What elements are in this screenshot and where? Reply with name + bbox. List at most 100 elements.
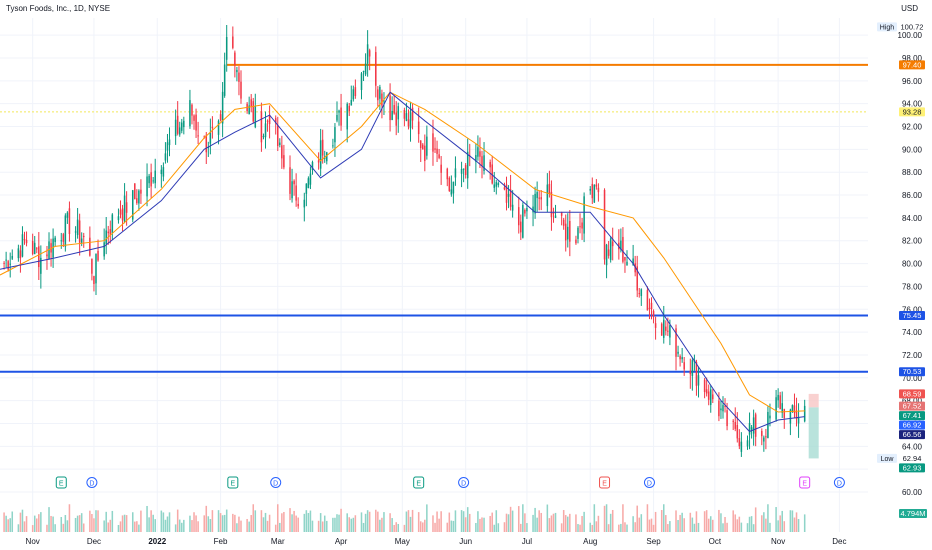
volume-bar (775, 507, 777, 532)
y-tick-label: 88.00 (902, 168, 923, 177)
volume-bar (340, 508, 342, 532)
volume-bar (60, 517, 63, 532)
candle-body (379, 86, 381, 99)
volume-bar (136, 521, 138, 532)
price-tag-label: 66.92 (903, 421, 922, 430)
candle-body (493, 184, 496, 188)
candle-body (546, 184, 549, 207)
candle-body (223, 64, 226, 96)
candle-body (125, 202, 128, 213)
candle-body (193, 115, 195, 121)
candle-body (777, 394, 779, 401)
volume-bar (164, 519, 167, 532)
volume-bar (679, 514, 681, 532)
volume-bar (793, 517, 796, 532)
candle-body (775, 397, 777, 420)
dividend-marker (833, 477, 845, 488)
volume-bar (276, 504, 279, 532)
price-tag (899, 367, 925, 377)
volume-bar (638, 517, 641, 532)
candle-body (622, 236, 624, 262)
volume-bar (360, 512, 363, 532)
candle-body (419, 140, 422, 149)
volume-bar (434, 522, 436, 532)
volume-bar (76, 515, 79, 532)
candle-body (303, 199, 306, 208)
candle-body (176, 115, 179, 134)
volume-bar (332, 517, 334, 532)
currency-label: USD (901, 4, 918, 13)
volume-bar (611, 509, 614, 532)
candle-body (297, 203, 299, 207)
candle-body (689, 370, 692, 375)
volume-bar (381, 517, 383, 532)
volume-bar (417, 512, 420, 532)
volume-bar (176, 509, 179, 532)
candle-body (732, 420, 734, 422)
volume-bar (503, 522, 506, 532)
volume-bar (736, 519, 739, 532)
volume-bar (162, 512, 165, 532)
candle-body (734, 422, 737, 429)
volume-bar (477, 511, 479, 532)
candle-body (291, 181, 293, 199)
candle-body (646, 290, 649, 311)
volume-bar (9, 518, 11, 532)
volume-bar (254, 510, 257, 532)
volume-bar (709, 516, 712, 532)
volume-bar (366, 510, 369, 532)
volume-bar (450, 520, 453, 532)
candle-body (123, 195, 126, 222)
volume-bar (409, 516, 412, 532)
volume-bar (19, 512, 22, 532)
volume-bar (532, 514, 534, 532)
candle-body (750, 427, 753, 430)
price-tag (899, 401, 925, 411)
volume-bar (562, 510, 565, 532)
volume-bar (391, 518, 393, 532)
volume-bar (497, 523, 500, 532)
candle-body (791, 405, 794, 412)
x-tick-label: Jul (522, 537, 532, 546)
price-tag-label: 68.59 (903, 389, 922, 398)
volume-bar (95, 510, 97, 532)
candle-body (19, 250, 22, 259)
volume-bar (35, 518, 38, 532)
volume-bar (103, 520, 105, 532)
volume-bar (197, 521, 199, 532)
volume-bar (140, 510, 142, 532)
volume-bar (722, 523, 724, 532)
candle-body (479, 151, 481, 157)
candle-body (620, 240, 622, 250)
candle-body (140, 189, 142, 194)
price-tag-label: 93.28 (903, 107, 922, 116)
volume-bar (640, 514, 643, 532)
x-tick-label: Oct (709, 537, 722, 546)
volume-bar (291, 514, 293, 532)
volume-bar (38, 514, 40, 532)
volume-bar (738, 516, 741, 532)
candle-body (205, 134, 208, 153)
candle-body (450, 189, 453, 195)
candle-body (95, 253, 97, 284)
candle-body (562, 219, 565, 226)
volume-bar (466, 507, 469, 532)
candle-body (295, 185, 297, 201)
volume-bar (266, 520, 269, 532)
volume-bar (348, 517, 351, 532)
volume-bar (511, 510, 514, 532)
candle-body (440, 164, 442, 173)
candle-body (697, 375, 700, 386)
volume-bar (703, 511, 706, 532)
candle-body (346, 103, 348, 130)
y-tick-label: 96.00 (902, 77, 923, 86)
volume-bar (605, 504, 608, 532)
volume-bar (554, 512, 557, 532)
volume-bar (791, 510, 794, 532)
candle-body (352, 89, 355, 100)
y-tick-label: 90.00 (902, 145, 923, 154)
volume-bar (225, 509, 228, 532)
candle-body (652, 311, 655, 317)
candle-body (221, 91, 224, 124)
